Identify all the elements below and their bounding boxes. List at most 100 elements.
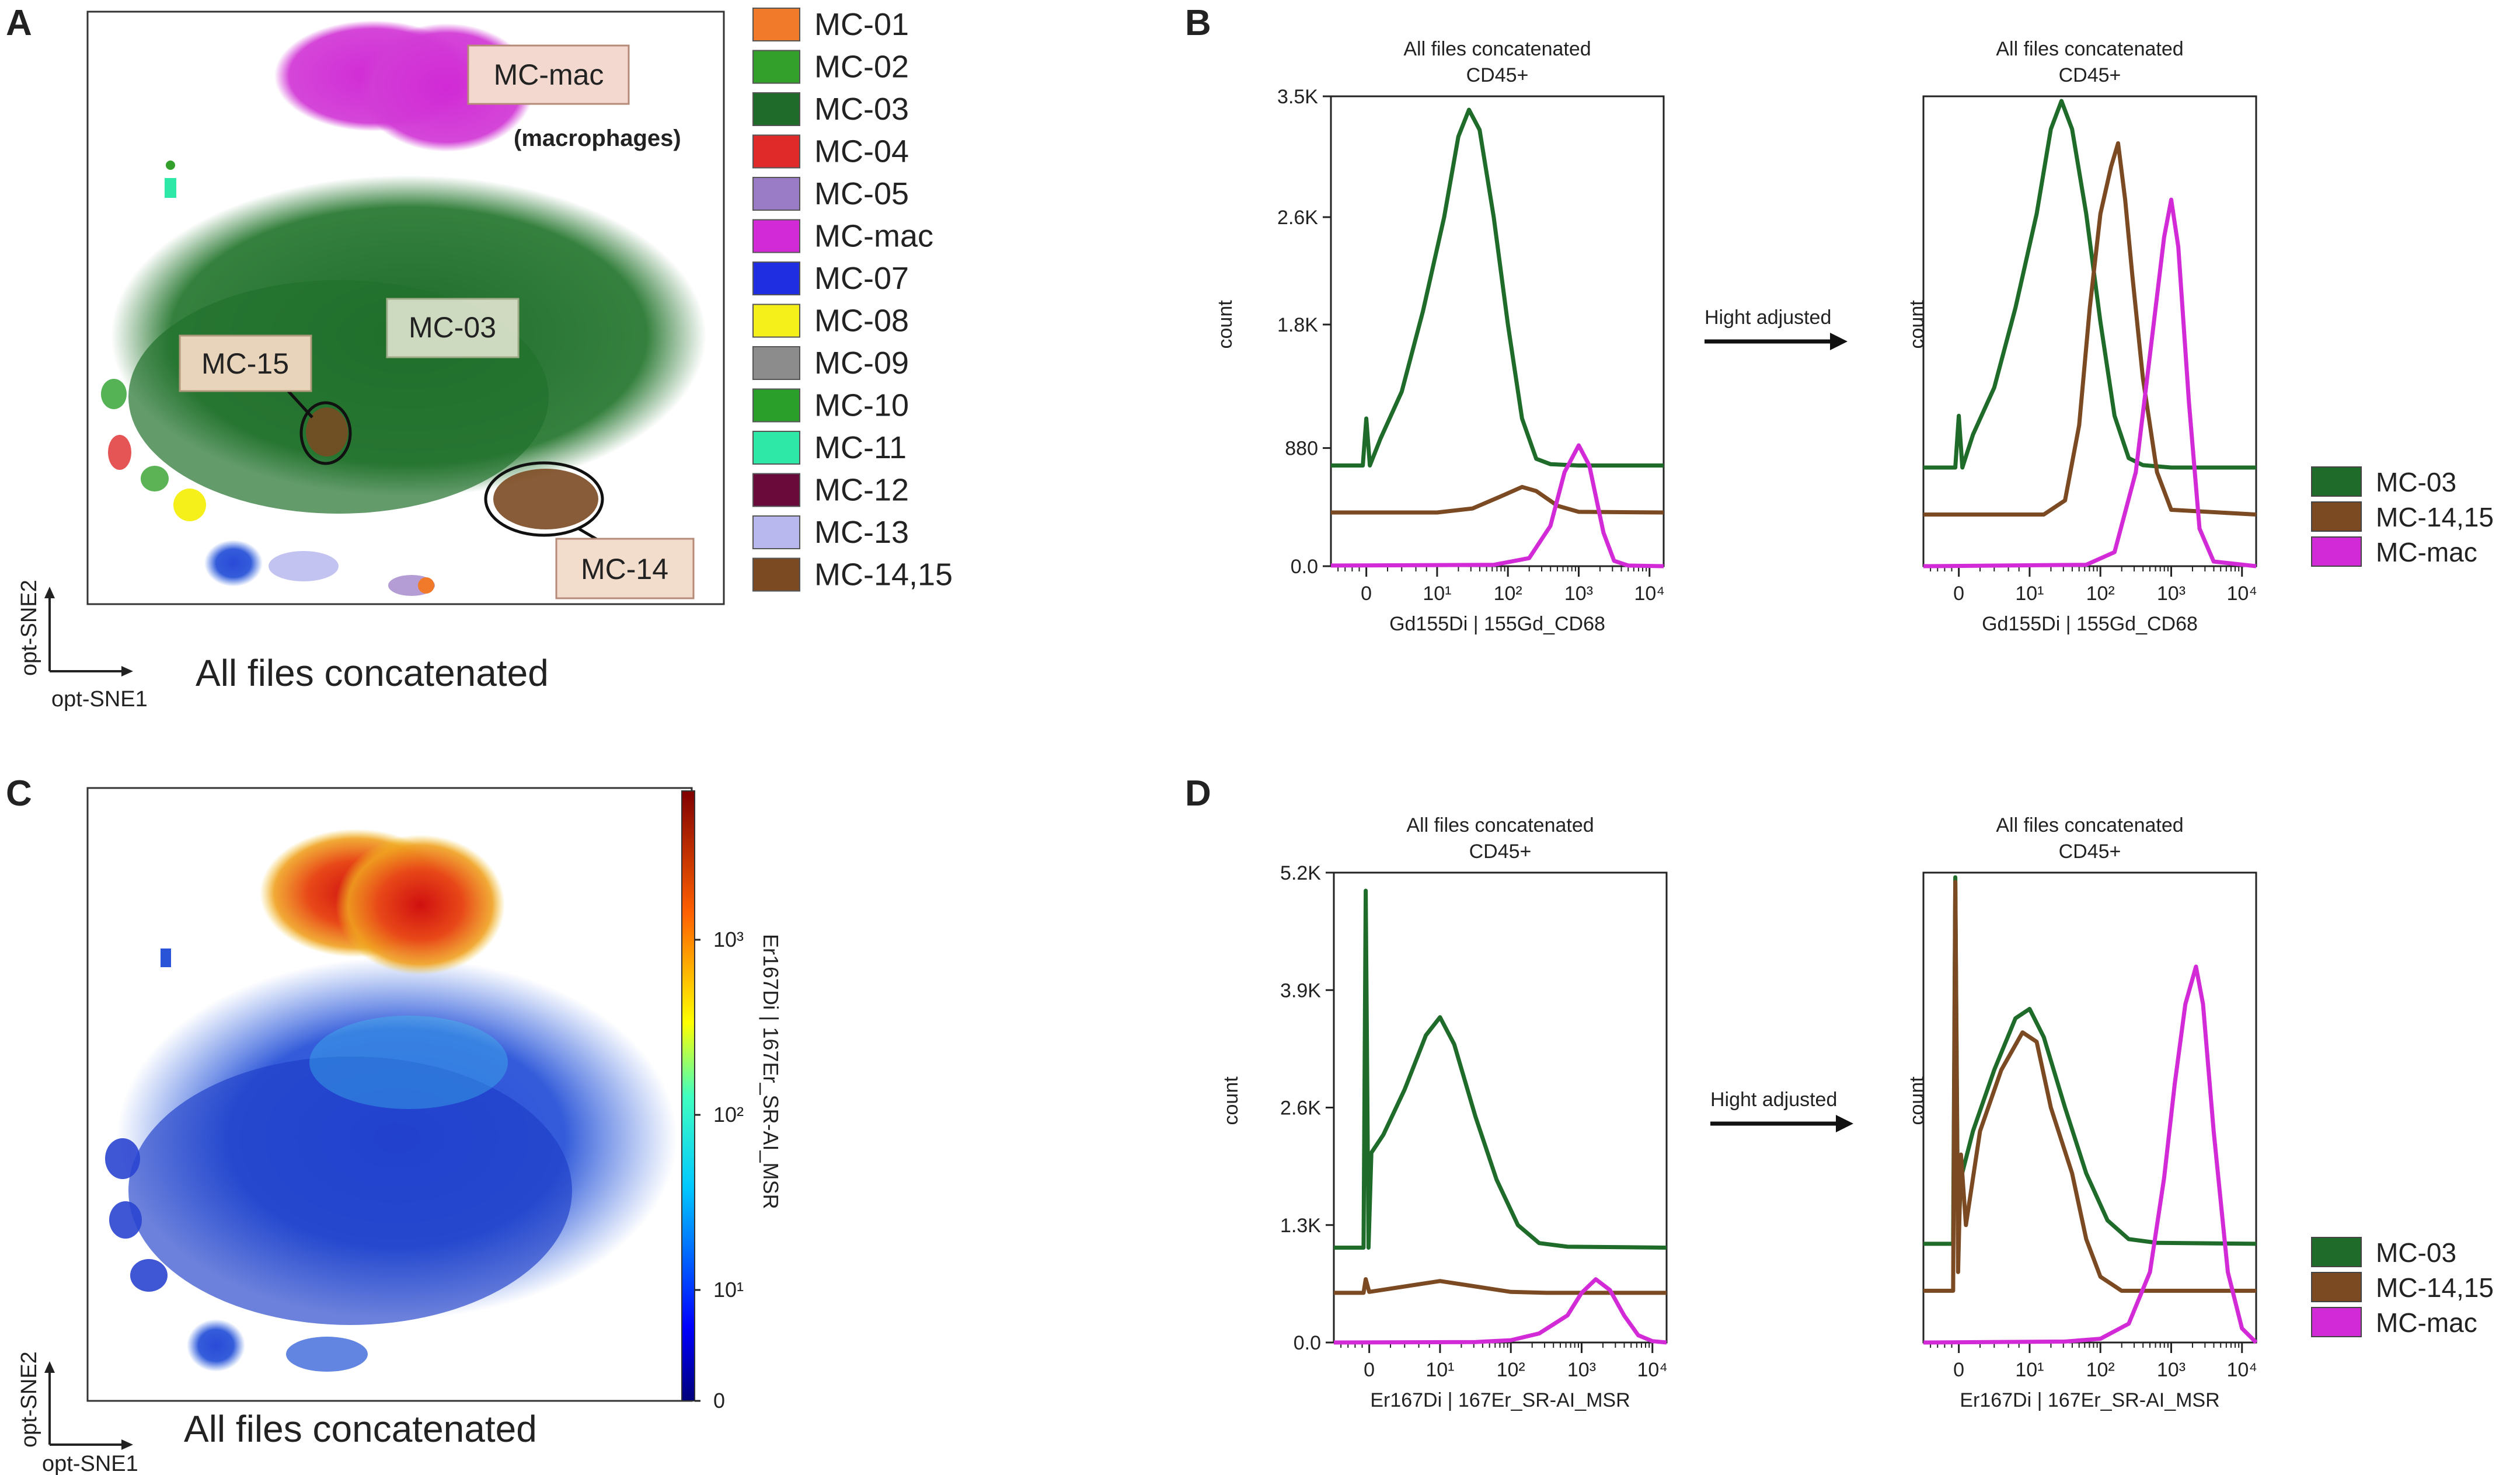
hist-xlabel: Er167Di | 167Er_SR-AI_MSR (1960, 1389, 2219, 1411)
hist-xtick-label: 10³ (1567, 1359, 1596, 1381)
legend-swatch (752, 304, 800, 338)
hist-xtick-label: 10⁴ (1637, 1359, 1668, 1381)
hist-ytick-label: 1.8K (1277, 314, 1318, 336)
legend-label: MC-01 (814, 7, 909, 42)
hist-xtick-label: 10² (1494, 583, 1522, 605)
hist-xtick-label: 10¹ (1425, 1359, 1454, 1381)
series-line-mc-14-15 (1923, 141, 2257, 517)
panel-c: C 10³ 10² 10¹ 0 Er167Di | 167Er_SR-AI_MS… (6, 773, 783, 1475)
expr-main-highlight (309, 1016, 508, 1109)
hist-xtick-label: 0 (1364, 1359, 1375, 1381)
histogram-B-left: All files concatenated CD45+ count 3.5K 2.6K… (1214, 38, 1665, 635)
legend-swatch (752, 473, 800, 507)
ring-mc15 (299, 401, 352, 465)
legend-swatch (752, 557, 800, 592)
legend-swatch (752, 515, 800, 549)
legend-label: MC-07 (814, 261, 909, 296)
colorbar-tick-label: 10³ (713, 927, 744, 951)
colorbar-label: Er167Di | 167Er_SR-AI_MSR (759, 934, 783, 1209)
transform-arrowhead (1836, 1115, 1853, 1132)
histogram-B-right: All files concatenated CD45+ count 0 10¹ 10² 1… (1906, 38, 2257, 635)
colorbar (681, 790, 695, 1401)
hist-ytick-label: 3.9K (1280, 979, 1321, 1002)
hist-xtick-label: 0 (1953, 1359, 1964, 1381)
series-line-mc-03 (1923, 99, 2256, 470)
hist-frame (1330, 95, 1665, 567)
histogram-charts: All files concatenated CD45+ count 3.5K 2.6K… (1214, 38, 2258, 1411)
hist-title-line1: All files concatenated (1996, 814, 2183, 836)
hist-title-line2: CD45+ (1469, 841, 1532, 863)
cluster-mc02 (141, 466, 169, 491)
series-line-mc-03 (1334, 888, 1667, 1250)
hist-ytick-label: 5.2K (1280, 862, 1321, 884)
hist-xtick-label: 10⁴ (2227, 1359, 2257, 1381)
series-line-mc-03 (1331, 107, 1664, 468)
hist-frame (1333, 871, 1668, 1344)
callout-c15: MC-15 (201, 347, 289, 380)
series-line-mc-14-15 (1331, 484, 1664, 515)
colorbar-tick-label: 10¹ (713, 1278, 744, 1302)
cluster-mc04 (108, 435, 131, 470)
hist-ylabel: count (1220, 1076, 1242, 1125)
panel-a: A MC-mac (macrophages) (6, 3, 953, 712)
hist-legend-swatch (2311, 536, 2362, 567)
hist-legend-d: MC-03 MC-14,15 MC-mac (2311, 1237, 2494, 1338)
histogram-D-left: All files concatenated CD45+ count 5.2K 3.9K… (1220, 814, 1668, 1411)
legend-swatch (752, 134, 800, 169)
tsne-c-map (105, 829, 677, 1372)
hist-title-line1: All files concatenated (1406, 814, 1594, 836)
hist-ylabel: count (1906, 1076, 1928, 1125)
arrowhead-c-y (44, 1361, 55, 1373)
hist-xtick-label: 10¹ (2015, 1359, 2044, 1381)
panel-letter-b: B (1185, 3, 1211, 43)
hist-ytick-label: 0.0 (1291, 556, 1318, 578)
hist-xtick-label: 10³ (2157, 1359, 2186, 1381)
expr-islet-2 (109, 1201, 142, 1239)
transform-arrow-b: Hight adjusted (1705, 306, 1848, 350)
hist-ytick-label: 2.6K (1277, 207, 1318, 229)
transform-label-b: Hight adjusted (1705, 306, 1831, 329)
hist-legend-label: MC-mac (2376, 537, 2477, 567)
legend-label: MC-10 (814, 388, 909, 423)
cluster-mc14 (493, 469, 598, 529)
callout-mac: MC-mac (494, 58, 604, 91)
panel-letter-c: C (6, 773, 32, 814)
hist-title-line1: All files concatenated (1403, 38, 1591, 60)
hist-ytick-label: 880 (1285, 438, 1318, 460)
hist-xtick-label: 10² (2086, 1359, 2115, 1381)
hist-title-line2: CD45+ (2059, 841, 2121, 863)
legend-swatch (752, 431, 800, 465)
expr-islet-4 (187, 1319, 245, 1372)
callout-mac-note: (macrophages) (514, 125, 681, 151)
hist-frame (1922, 871, 2257, 1344)
series-line-mc-14-15 (1923, 880, 2256, 1293)
series-line-mc-mac (1333, 1277, 1667, 1345)
callout-c14: MC-14 (581, 553, 668, 585)
series-line-mc-14-15 (1334, 1277, 1667, 1295)
hist-xtick-label: 10¹ (1423, 583, 1451, 605)
hist-xtick-label: 10³ (2157, 583, 2186, 605)
hist-ytick-label: 3.5K (1277, 86, 1318, 108)
expr-main-core (128, 1056, 572, 1325)
hist-legend-swatch (2311, 466, 2362, 497)
transform-arrowhead (1830, 333, 1848, 350)
cluster-mc08 (173, 489, 206, 521)
legend-label: MC-05 (814, 176, 909, 211)
hist-xtick-label: 10¹ (2015, 583, 2044, 605)
hist-legend-label: MC-mac (2376, 1307, 2477, 1338)
legend-label: MC-13 (814, 515, 909, 550)
hist-xlabel: Er167Di | 167Er_SR-AI_MSR (1370, 1389, 1630, 1411)
legend-swatch (752, 219, 800, 253)
legend-swatch (752, 8, 800, 41)
series-line-mc-mac (1923, 197, 2257, 569)
legend-swatch (752, 92, 800, 126)
hist-xtick-label: 10² (1497, 1359, 1525, 1381)
series-line-mc-mac (1923, 964, 2258, 1345)
hist-ytick-label: 2.6K (1280, 1097, 1321, 1120)
transform-label-d: Hight adjusted (1710, 1089, 1837, 1111)
legend-label: MC-mac (814, 219, 933, 254)
expr-mac-2 (336, 835, 505, 975)
callout-c15-box (179, 334, 312, 392)
legend-swatch (752, 346, 800, 380)
